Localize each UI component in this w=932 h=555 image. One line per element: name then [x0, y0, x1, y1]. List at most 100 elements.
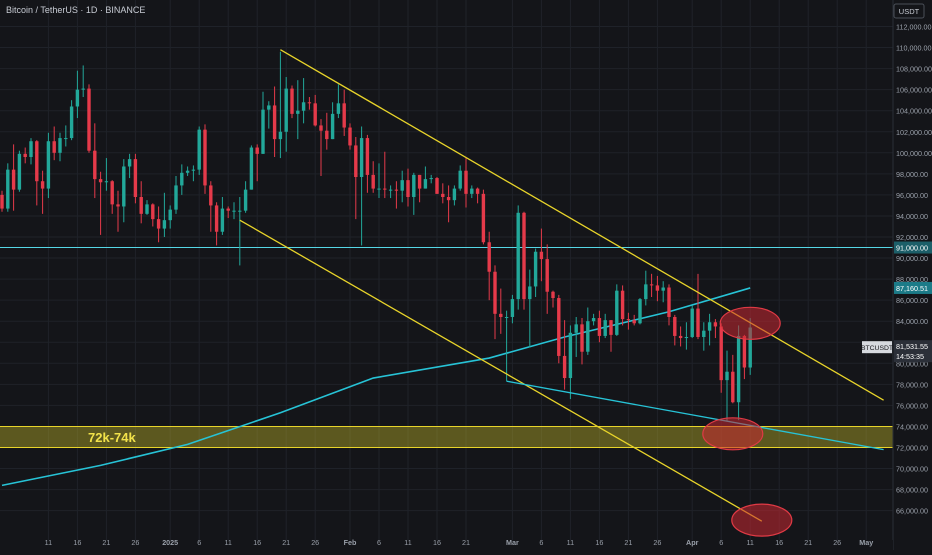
candle	[214, 202, 219, 246]
candle-body	[748, 327, 752, 368]
candle	[470, 185, 474, 199]
candle	[667, 284, 671, 326]
candle-body	[354, 145, 358, 178]
candle	[377, 163, 381, 199]
candle	[191, 165, 196, 182]
candle-body	[551, 291, 555, 299]
trend-line-channel-upper	[280, 49, 884, 401]
candle	[736, 325, 741, 421]
time-tick-label: 11	[224, 538, 231, 547]
candle-body	[557, 298, 561, 356]
candle-body	[690, 308, 694, 337]
candle-body	[522, 212, 526, 300]
candle	[638, 298, 642, 325]
candle	[35, 140, 39, 206]
candle	[719, 323, 723, 393]
time-tick-label: 2025	[162, 538, 178, 547]
candle-body	[87, 88, 91, 151]
candle-body	[678, 335, 683, 339]
candle-body	[139, 197, 143, 214]
candle-body	[533, 251, 538, 287]
candle	[481, 189, 486, 245]
candle	[209, 181, 213, 232]
candle	[493, 265, 497, 340]
candle-body	[203, 129, 207, 186]
support-zone-label: 72k-74k	[88, 430, 136, 445]
time-axis: 11 16 21 26 2025 6 11 16 21 26 Feb 6 11 16 21 Mar 6 11 16 2…	[45, 538, 874, 547]
candle	[412, 172, 416, 215]
candle	[104, 158, 109, 191]
candle-body	[133, 159, 138, 198]
time-axis-panel	[0, 540, 893, 550]
candle-body	[487, 242, 491, 272]
candle-body	[46, 141, 51, 189]
price-tick-label: 108,000.00	[896, 65, 932, 74]
candle	[359, 126, 364, 246]
time-tick-label: 26	[833, 538, 841, 547]
candle	[267, 101, 271, 129]
candle	[87, 84, 91, 153]
time-tick-label: 16	[595, 538, 603, 547]
candle-body	[597, 318, 602, 336]
candle	[597, 310, 602, 343]
time-tick-label: 21	[102, 538, 110, 547]
time-tick-label: 21	[624, 538, 632, 547]
candle-body	[58, 138, 62, 153]
current-price-tag	[894, 340, 932, 363]
candle-body	[174, 185, 178, 210]
candle	[168, 205, 172, 229]
candle-body	[238, 210, 242, 212]
trend-line-channel-lower	[239, 219, 763, 522]
candle-body	[562, 355, 567, 379]
candle-body	[464, 170, 468, 194]
candle	[365, 134, 370, 193]
price-tick-label: 80,000.00	[896, 359, 928, 368]
candle-body	[423, 179, 428, 189]
candle	[586, 307, 590, 355]
candle-body	[35, 141, 39, 182]
candle	[255, 144, 259, 182]
candle-body	[545, 259, 549, 292]
candle	[313, 94, 317, 127]
trend-line-support-line	[506, 380, 884, 451]
candle-body	[325, 130, 329, 140]
candle	[156, 206, 161, 243]
time-tick-label: Mar	[506, 538, 519, 547]
candle-body	[441, 193, 445, 198]
candle	[707, 313, 712, 346]
candle-body	[29, 141, 33, 158]
candle	[220, 197, 225, 235]
time-tick-label: 26	[653, 538, 661, 547]
candle	[591, 313, 596, 326]
candle	[516, 205, 520, 310]
candle-body	[151, 204, 155, 220]
candle-body	[568, 332, 573, 379]
candle-body	[64, 138, 68, 140]
candle-body	[406, 180, 410, 198]
candle-body	[197, 129, 201, 170]
candle	[296, 80, 300, 140]
candle	[702, 322, 706, 351]
candle-body	[52, 141, 56, 153]
candle	[81, 65, 85, 98]
candle-body	[504, 316, 509, 318]
candle	[545, 244, 549, 314]
candle	[446, 185, 451, 223]
candle-body	[122, 166, 126, 207]
candle-body	[267, 105, 271, 110]
candle-body	[435, 178, 439, 194]
candle	[528, 269, 532, 348]
candle	[243, 181, 248, 213]
candle-body	[580, 324, 584, 352]
candle	[151, 203, 155, 227]
highlight-circle	[719, 306, 781, 340]
candle-body	[319, 125, 323, 131]
candle-body	[0, 194, 4, 209]
candle-body	[638, 299, 642, 324]
candle-body	[458, 170, 462, 189]
time-tick-label: 11	[45, 538, 52, 547]
candle-body	[156, 219, 161, 229]
candle	[272, 86, 277, 158]
